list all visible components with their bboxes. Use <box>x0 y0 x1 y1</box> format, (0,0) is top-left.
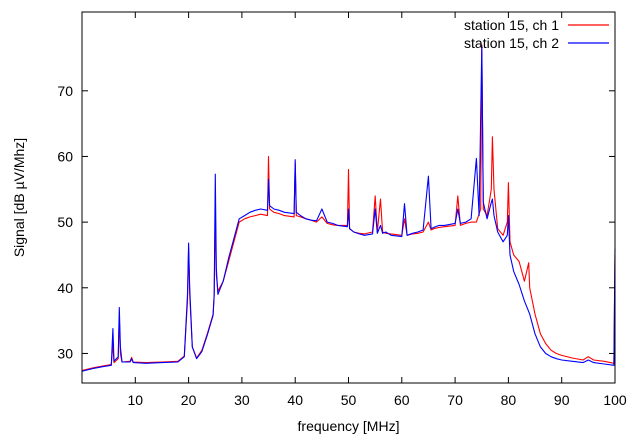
series-line-2 <box>81 45 616 372</box>
x-tick-label: 50 <box>341 392 357 408</box>
y-tick-label: 70 <box>57 83 73 99</box>
legend-label-ch2: station 15, ch 2 <box>464 35 559 51</box>
x-tick-label: 80 <box>501 392 517 408</box>
x-tick-label: 90 <box>554 392 570 408</box>
axis-ticks: 10 20 30 40 50 60 70 80 90 100 30 40 50 60 70 <box>57 12 627 408</box>
x-tick-label: 60 <box>394 392 410 408</box>
x-tick-label: 70 <box>447 392 463 408</box>
series-layer <box>81 44 616 372</box>
y-tick-label: 60 <box>57 148 73 164</box>
legend: station 15, ch 1 station 15, ch 2 <box>464 17 609 51</box>
y-tick-label: 40 <box>57 280 73 296</box>
x-tick-label: 40 <box>287 392 303 408</box>
x-axis-label: frequency [MHz] <box>298 418 400 434</box>
x-tick-label: 20 <box>181 392 197 408</box>
y-tick-label: 30 <box>57 345 73 361</box>
series-line-1 <box>81 44 616 372</box>
y-axis-label: Signal [dB µV/Mhz] <box>11 138 27 257</box>
legend-label-ch1: station 15, ch 1 <box>464 17 559 33</box>
x-tick-label: 10 <box>128 392 144 408</box>
x-tick-label: 100 <box>603 392 627 408</box>
y-tick-label: 50 <box>57 214 73 230</box>
x-tick-label: 30 <box>234 392 250 408</box>
